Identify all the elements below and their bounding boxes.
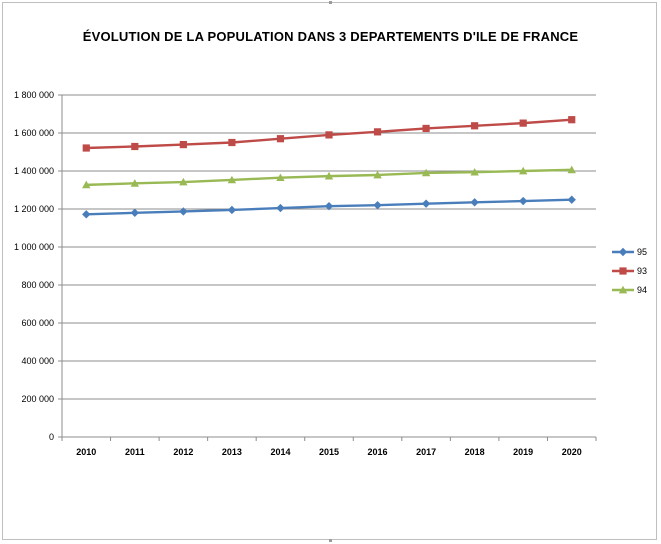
data-point	[421, 168, 431, 177]
legend-label: 93	[637, 266, 647, 276]
data-point	[373, 170, 382, 179]
data-point	[422, 124, 430, 133]
y-tick-label: 800 000	[21, 280, 54, 290]
data-point	[179, 207, 188, 216]
x-tick-label: 2016	[368, 447, 388, 457]
series-94	[82, 165, 576, 189]
resize-handle-bottom[interactable]	[329, 539, 332, 542]
series-95	[82, 195, 576, 219]
x-tick-label: 2011	[125, 447, 145, 457]
legend-marker	[618, 247, 628, 257]
data-point	[227, 175, 237, 184]
data-point	[470, 198, 479, 207]
x-tick-label: 2013	[222, 447, 242, 457]
data-point	[82, 180, 91, 189]
x-tick-label: 2018	[465, 447, 485, 457]
legend-marker	[618, 285, 628, 294]
data-point	[276, 135, 285, 143]
legend-label: 94	[637, 285, 647, 295]
y-tick-label: 600 000	[21, 318, 54, 328]
x-tick-label: 2019	[513, 447, 533, 457]
legend-item-95: 95	[612, 247, 647, 257]
y-tick-labels: 0 200 000 400 000 600 000 800 000 1 000 000 1 …	[14, 90, 54, 442]
data-point	[179, 140, 187, 149]
data-point	[568, 116, 576, 124]
data-point	[373, 201, 382, 210]
series-93	[82, 116, 576, 152]
data-point	[179, 177, 188, 186]
data-point	[228, 138, 236, 147]
y-tick-label: 200 000	[21, 394, 54, 404]
gridlines	[62, 94, 596, 400]
series-group	[82, 116, 576, 219]
data-point	[130, 179, 140, 187]
x-tick-label: 2020	[562, 447, 582, 457]
y-tick-label: 1 400 000	[14, 166, 54, 176]
y-tick-label: 0	[49, 432, 54, 442]
data-point	[518, 166, 528, 175]
data-point	[373, 128, 382, 136]
data-point	[82, 144, 90, 152]
data-point	[130, 208, 140, 217]
data-point	[518, 196, 528, 206]
data-point	[324, 171, 334, 180]
legend-item-93: 93	[612, 266, 647, 276]
legend-label: 95	[637, 247, 647, 257]
resize-handle-top[interactable]	[329, 1, 332, 4]
data-point	[325, 131, 333, 139]
axes	[58, 94, 597, 441]
data-point	[276, 173, 285, 182]
x-tick-label: 2012	[173, 447, 193, 457]
x-tick-label: 2017	[416, 447, 436, 457]
data-point	[470, 167, 479, 176]
chart-title: ÉVOLUTION DE LA POPULATION DANS 3 DEPART…	[82, 29, 579, 44]
data-point	[471, 122, 479, 130]
y-tick-label: 1 600 000	[14, 128, 54, 138]
legend: 95 93 94	[612, 247, 647, 295]
data-point	[421, 199, 431, 208]
y-tick-label: 1 200 000	[14, 204, 54, 214]
data-point	[567, 165, 576, 174]
legend-item-94: 94	[612, 285, 647, 295]
x-tick-labels: 2010 2011 2012 2013 2014 2015 2016 2017 2018 2019…	[76, 447, 581, 457]
y-tick-label: 400 000	[21, 356, 54, 366]
data-point	[227, 205, 237, 215]
data-point	[276, 203, 285, 213]
x-tick-label: 2015	[319, 447, 339, 457]
data-point	[324, 201, 334, 211]
legend-marker	[619, 267, 627, 275]
data-point	[82, 210, 91, 219]
data-point	[131, 142, 139, 151]
y-tick-label: 1 000 000	[14, 242, 54, 252]
x-tick-label: 2010	[76, 447, 96, 457]
chart-frame	[2, 2, 657, 540]
y-tick-label: 1 800 000	[14, 90, 54, 100]
data-point	[567, 195, 576, 204]
x-tick-label: 2014	[270, 447, 290, 457]
data-point	[519, 119, 527, 127]
